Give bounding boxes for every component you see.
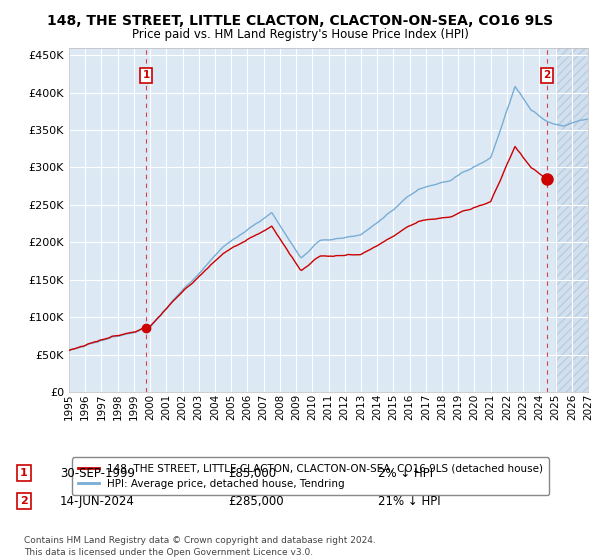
Text: Contains HM Land Registry data © Crown copyright and database right 2024.
This d: Contains HM Land Registry data © Crown c… xyxy=(24,536,376,557)
Text: 2: 2 xyxy=(20,496,28,506)
Text: 2% ↓ HPI: 2% ↓ HPI xyxy=(378,466,433,480)
Text: 2: 2 xyxy=(543,70,550,80)
Legend: 148, THE STREET, LITTLE CLACTON, CLACTON-ON-SEA, CO16 9LS (detached house), HPI:: 148, THE STREET, LITTLE CLACTON, CLACTON… xyxy=(71,458,549,495)
Text: 1: 1 xyxy=(20,468,28,478)
Text: 14-JUN-2024: 14-JUN-2024 xyxy=(60,494,135,508)
Text: £85,000: £85,000 xyxy=(228,466,276,480)
Text: 1: 1 xyxy=(142,70,149,80)
Text: 30-SEP-1999: 30-SEP-1999 xyxy=(60,466,135,480)
Text: 148, THE STREET, LITTLE CLACTON, CLACTON-ON-SEA, CO16 9LS: 148, THE STREET, LITTLE CLACTON, CLACTON… xyxy=(47,14,553,28)
Text: 21% ↓ HPI: 21% ↓ HPI xyxy=(378,494,440,508)
Bar xyxy=(556,48,600,392)
Text: £285,000: £285,000 xyxy=(228,494,284,508)
Text: Price paid vs. HM Land Registry's House Price Index (HPI): Price paid vs. HM Land Registry's House … xyxy=(131,28,469,41)
